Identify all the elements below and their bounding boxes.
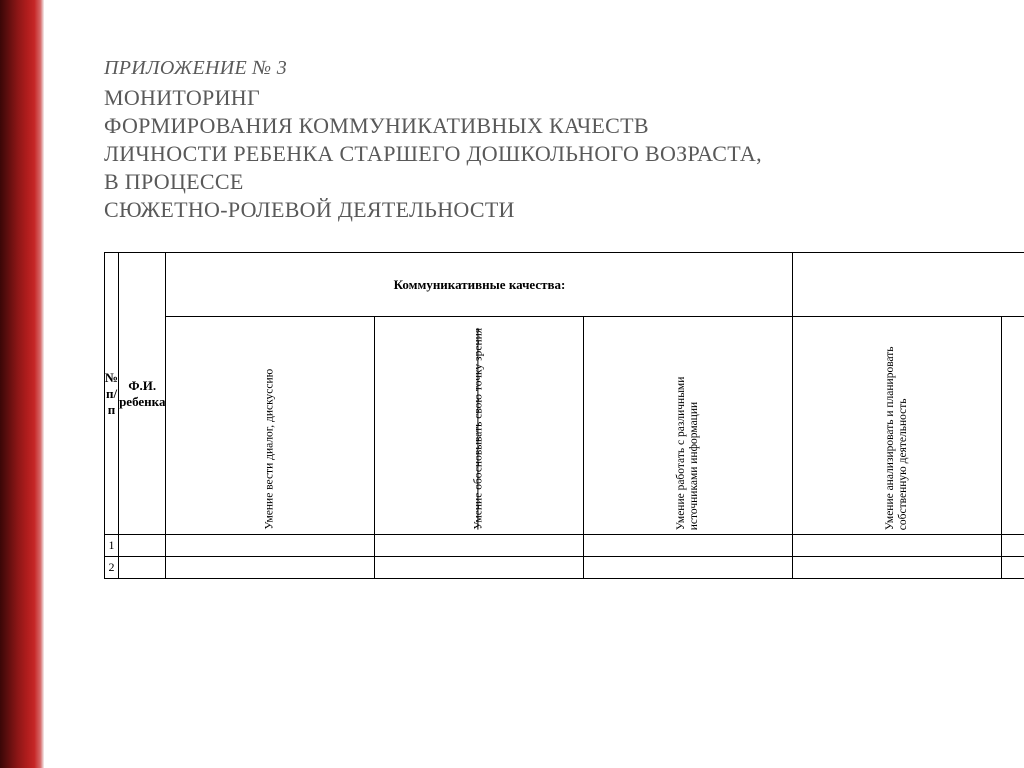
appendix-label: ПРИЛОЖЕНИЕ № 3 xyxy=(104,56,964,82)
monitoring-table: № п/п Ф.И. ребенка Коммуникативные качес… xyxy=(104,252,1024,579)
data-cell xyxy=(793,557,1002,579)
data-cell xyxy=(166,535,375,557)
heading-line-3: ЛИЧНОСТИ РЕБЕНКА СТАРШЕГО ДОШКОЛЬНОГО ВО… xyxy=(104,140,964,168)
table-header-row-groups: № п/п Ф.И. ребенка Коммуникативные качес… xyxy=(105,253,1024,317)
data-cell xyxy=(1002,535,1024,557)
table-row: 1 xyxy=(105,535,1024,557)
table-body: 12 xyxy=(105,535,1024,579)
group-header: Деятельностные качества xyxy=(793,253,1024,317)
data-cell xyxy=(1002,557,1024,579)
row-number-cell: 2 xyxy=(105,557,119,579)
sub-column-header: Умение вести диалог, дискуссию xyxy=(166,317,375,535)
row-name-cell xyxy=(119,557,166,579)
sub-column-label: Умение вести диалог, дискуссию xyxy=(264,322,277,530)
group-header: Коммуникативные качества: xyxy=(166,253,793,317)
col-header-num: № п/п xyxy=(105,253,119,535)
heading-line-4: В ПРОЦЕССЕ xyxy=(104,168,964,196)
sub-column-label: Умение работать с различными источниками… xyxy=(675,322,701,530)
data-cell xyxy=(375,535,584,557)
heading-line-2: ФОРМИРОВАНИЯ КОММУНИКАТИВНЫХ КАЧЕСТВ xyxy=(104,112,964,140)
row-number-cell: 1 xyxy=(105,535,119,557)
sub-column-header: Умение работать с различными источниками… xyxy=(584,317,793,535)
slide-content: ПРИЛОЖЕНИЕ № 3 МОНИТОРИНГ ФОРМИРОВАНИЯ К… xyxy=(44,0,1024,768)
sub-column-header: Способность к постоянному развитию и сам… xyxy=(1002,317,1024,535)
data-cell xyxy=(166,557,375,579)
table-row: 2 xyxy=(105,557,1024,579)
sub-column-header: Умение обосновывать свою точку зрения xyxy=(375,317,584,535)
data-cell xyxy=(584,535,793,557)
col-header-name: Ф.И. ребенка xyxy=(119,253,166,535)
sub-column-label: Умение анализировать и планировать собст… xyxy=(884,322,910,530)
decorative-left-band xyxy=(0,0,44,768)
heading-line-1: МОНИТОРИНГ xyxy=(104,84,964,112)
table-head: № п/п Ф.И. ребенка Коммуникативные качес… xyxy=(105,253,1024,535)
heading-line-5: СЮЖЕТНО-РОЛЕВОЙ ДЕЯТЕЛЬНОСТИ xyxy=(104,196,964,224)
data-cell xyxy=(375,557,584,579)
table-header-row-columns: Умение вести диалог, дискуссию Умение обо… xyxy=(105,317,1024,535)
data-cell xyxy=(793,535,1002,557)
data-cell xyxy=(584,557,793,579)
slide-heading: ПРИЛОЖЕНИЕ № 3 МОНИТОРИНГ ФОРМИРОВАНИЯ К… xyxy=(104,56,964,224)
row-name-cell xyxy=(119,535,166,557)
monitoring-table-wrap: № п/п Ф.И. ребенка Коммуникативные качес… xyxy=(104,252,964,579)
sub-column-header: Умение анализировать и планировать собст… xyxy=(793,317,1002,535)
sub-column-label: Умение обосновывать свою точку зрения xyxy=(473,322,486,530)
